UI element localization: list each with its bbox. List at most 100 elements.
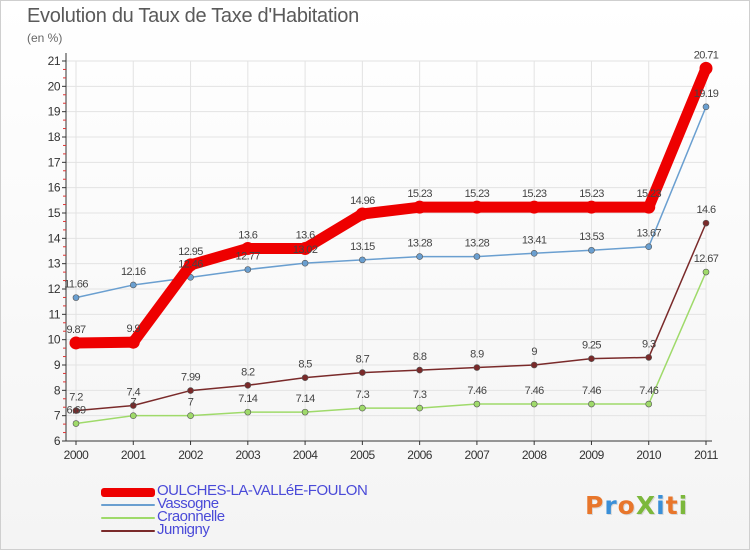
- data-label: 13.28: [465, 238, 490, 250]
- data-label: 14.6: [696, 204, 715, 216]
- y-tick-label: 8: [54, 383, 61, 397]
- data-label: 15.23: [522, 188, 547, 200]
- x-tick-label: 2010: [636, 448, 662, 462]
- logo-letter: P: [585, 491, 605, 520]
- data-point: [470, 200, 484, 214]
- data-label: 7: [188, 397, 194, 409]
- data-label: 13.15: [350, 241, 375, 253]
- logo-letter: t: [665, 491, 679, 520]
- logo-letter: X: [635, 491, 657, 520]
- proxiti-logo: ProXiti: [585, 491, 688, 520]
- legend-label: Jumigny: [157, 521, 210, 538]
- data-label: 15.23: [579, 188, 604, 200]
- data-point: [301, 408, 309, 416]
- data-label: 7.99: [181, 372, 200, 384]
- data-point: [473, 400, 481, 408]
- x-tick-label: 2009: [579, 448, 605, 462]
- y-tick-label: 12: [48, 282, 61, 296]
- data-label: 7.14: [238, 393, 257, 405]
- data-label: 12.67: [694, 253, 719, 265]
- data-label: 12.16: [121, 266, 146, 278]
- data-label: 8.8: [413, 351, 427, 363]
- data-point: [187, 412, 194, 419]
- data-label: 9.87: [66, 324, 85, 336]
- data-point: [69, 336, 83, 350]
- legend-label: OULCHES-LA-VALLéE-FOULON: [157, 482, 368, 499]
- data-point: [129, 281, 137, 289]
- y-tick-label: 14: [48, 231, 61, 245]
- data-label: 8.2: [241, 366, 255, 378]
- data-label: 7.14: [296, 393, 315, 405]
- data-point: [588, 355, 595, 362]
- data-point: [416, 366, 423, 374]
- y-tick-label: 9: [54, 358, 61, 372]
- data-point: [473, 253, 481, 260]
- data-label: 13.67: [636, 228, 661, 240]
- y-tick-label: 16: [48, 181, 61, 195]
- data-point: [530, 249, 538, 257]
- y-tick-label: 10: [48, 333, 61, 347]
- data-label: 7.2: [69, 392, 83, 404]
- data-label: 12.77: [236, 250, 261, 262]
- data-point: [642, 200, 656, 214]
- x-tick-label: 2004: [293, 448, 319, 462]
- data-point: [298, 241, 312, 255]
- data-label: 15.23: [636, 188, 661, 200]
- data-label: 14.96: [350, 195, 375, 207]
- data-label: 13.6: [238, 229, 257, 241]
- data-label: 7.4: [127, 387, 141, 399]
- data-point: [359, 404, 366, 412]
- data-label: 13.28: [407, 238, 432, 250]
- data-label: 9.9: [127, 323, 141, 335]
- data-point: [473, 364, 481, 371]
- data-point: [184, 258, 198, 272]
- data-label: 9: [531, 346, 537, 358]
- data-point: [702, 219, 710, 227]
- data-point: [187, 387, 194, 394]
- data-label: 7.46: [582, 385, 601, 397]
- legend-swatch: [101, 530, 155, 532]
- x-tick-label: 2001: [121, 448, 147, 462]
- legend-label: Craonnelle: [157, 508, 225, 525]
- data-point: [72, 294, 80, 301]
- data-point: [584, 200, 598, 214]
- data-label: 20.71: [694, 49, 719, 61]
- logo-letter: r: [604, 491, 618, 520]
- data-label: 7.46: [525, 385, 544, 397]
- data-label: 7.3: [413, 389, 427, 401]
- data-label: 8.7: [356, 354, 370, 366]
- legend-swatch: [101, 517, 155, 519]
- x-tick-label: 2005: [350, 448, 376, 462]
- y-tick-label: 18: [48, 130, 61, 144]
- series-line: [70, 62, 712, 349]
- data-point: [645, 400, 653, 408]
- data-point: [527, 200, 541, 214]
- x-tick-label: 2007: [465, 448, 491, 462]
- logo-letter: i: [678, 491, 689, 520]
- data-point: [72, 420, 80, 427]
- y-tick-label: 6: [54, 434, 61, 448]
- series-line: [75, 271, 707, 425]
- data-point: [645, 354, 653, 361]
- data-label: 11.66: [64, 279, 88, 291]
- y-tick-label: 15: [48, 206, 61, 220]
- data-point: [355, 207, 369, 221]
- data-point: [702, 268, 710, 276]
- y-tick-label: 17: [48, 155, 61, 169]
- data-point: [702, 103, 710, 111]
- data-point: [530, 400, 538, 408]
- data-point: [301, 259, 309, 267]
- data-label: 15.23: [407, 188, 432, 200]
- data-point: [588, 246, 595, 254]
- data-point: [413, 200, 427, 214]
- data-point: [416, 253, 423, 260]
- data-point: [530, 361, 538, 369]
- data-point: [129, 402, 137, 409]
- x-tick-label: 2000: [64, 448, 90, 462]
- data-label: 13.6: [296, 229, 315, 241]
- chart-unit-label: (en %): [27, 31, 63, 45]
- data-label: 12.46: [178, 258, 203, 270]
- data-point: [645, 243, 653, 250]
